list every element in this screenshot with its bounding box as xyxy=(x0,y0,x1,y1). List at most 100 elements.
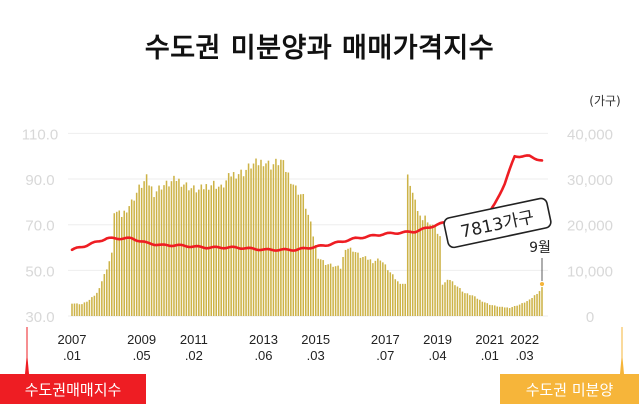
unsold-bar xyxy=(444,282,446,316)
unsold-bar xyxy=(205,184,208,316)
unsold-bar xyxy=(513,305,516,316)
unsold-bar xyxy=(332,266,334,316)
unsold-bar xyxy=(486,303,489,316)
unsold-bar xyxy=(464,293,466,316)
unsold-bar xyxy=(411,192,414,316)
x-tick-month: .01 xyxy=(63,348,81,363)
unsold-bar xyxy=(526,301,528,316)
unsold-bar xyxy=(419,215,421,316)
left-axis-tick-label: 70.0 xyxy=(25,218,54,235)
unsold-bar xyxy=(424,215,426,316)
unsold-bar xyxy=(389,272,392,316)
unsold-bar xyxy=(456,286,459,316)
unsold-bar xyxy=(81,304,83,316)
unsold-bar xyxy=(466,293,469,316)
unsold-bar xyxy=(215,188,217,316)
unsold-bar xyxy=(382,262,384,316)
unsold-bar xyxy=(431,224,434,316)
unsold-bar xyxy=(128,206,130,316)
x-tick-year: 2021 xyxy=(475,332,504,347)
unsold-bar xyxy=(491,305,494,316)
unsold-bar xyxy=(392,274,394,316)
left-axis-ticks: 110.0 90.0 70.0 50.0 30.0 xyxy=(22,126,58,326)
unsold-bar xyxy=(200,184,203,316)
unsold-bar xyxy=(285,171,287,316)
unsold-bar xyxy=(208,189,210,316)
unsold-bar xyxy=(374,260,377,316)
unsold-bar xyxy=(521,303,523,316)
unsold-bar xyxy=(183,184,185,316)
unsold-bar xyxy=(528,299,531,316)
unsold-bar xyxy=(319,259,322,316)
left-axis-tick-label: 110.0 xyxy=(22,126,58,143)
unsold-bar xyxy=(125,212,128,316)
unsold-bar xyxy=(372,263,374,316)
unsold-bar xyxy=(287,172,290,316)
unsold-bar xyxy=(501,306,503,316)
unsold-bar xyxy=(454,285,456,316)
unsold-bar xyxy=(188,190,190,316)
unsold-bar xyxy=(145,174,148,316)
unsold-bar xyxy=(280,159,282,316)
unsold-bar xyxy=(193,185,195,316)
unsold-bar xyxy=(404,283,406,316)
unsold-bar xyxy=(426,222,429,316)
unsold-bar xyxy=(476,298,479,316)
right-axis-ticks: 40,000 30,000 20,000 10,000 0 xyxy=(567,126,613,326)
x-tick-month: .01 xyxy=(481,348,499,363)
unsold-bar xyxy=(212,180,215,316)
unsold-bar xyxy=(352,251,354,316)
unsold-bar xyxy=(469,295,471,316)
x-tick-year: 2011 xyxy=(180,332,208,347)
unsold-bar xyxy=(536,293,538,316)
unsold-bar xyxy=(498,306,501,316)
unsold-bar xyxy=(160,189,163,316)
callout-box: 7813가구 xyxy=(443,197,552,249)
unsold-bar xyxy=(461,291,464,316)
unsold-bar xyxy=(111,252,113,316)
x-axis-ticks: 2007.012009.052011.022013.062015.032017.… xyxy=(58,332,540,363)
unsold-bar xyxy=(245,169,247,316)
unsold-bar xyxy=(347,248,349,316)
unsold-bar xyxy=(78,304,81,316)
unsold-bar xyxy=(115,211,118,316)
unsold-bar xyxy=(120,216,123,316)
unsold-bar xyxy=(541,283,543,316)
unsold-bar xyxy=(364,256,367,316)
last-month-marker xyxy=(538,280,546,288)
unsold-bar xyxy=(240,169,242,316)
unsold-bar xyxy=(503,307,506,316)
unsold-bar xyxy=(300,194,302,316)
x-tick-month: .06 xyxy=(254,348,272,363)
x-tick-month: .03 xyxy=(516,348,534,363)
unsold-bar xyxy=(148,185,150,316)
unsold-bar xyxy=(96,292,98,316)
unsold-bar xyxy=(168,186,170,316)
unsold-bar xyxy=(138,184,140,316)
unsold-bar xyxy=(165,180,168,316)
unsold-bar xyxy=(143,181,145,316)
unsold-bar xyxy=(101,281,103,316)
x-tick-year: 2015 xyxy=(301,332,330,347)
unsold-bar xyxy=(339,268,342,316)
unsold-bar xyxy=(282,160,285,316)
unsold-bar xyxy=(344,249,347,316)
unsold-bar xyxy=(88,299,91,316)
x-tick-year: 2009 xyxy=(127,332,156,347)
last-month-label: 9월 xyxy=(529,240,551,256)
unsold-bar xyxy=(362,257,364,316)
legend-unsold: 수도권 미분양 xyxy=(500,374,639,404)
unsold-bar xyxy=(260,159,262,316)
unsold-bar xyxy=(76,303,78,316)
unsold-bar xyxy=(265,163,267,316)
unsold-bar xyxy=(337,265,339,316)
x-tick-year: 2017 xyxy=(371,332,400,347)
unsold-bar xyxy=(322,260,324,316)
unsold-bar xyxy=(329,263,332,316)
x-tick-year: 2013 xyxy=(249,332,278,347)
unsold-bar xyxy=(409,185,411,316)
unsold-bar xyxy=(471,295,474,316)
unsold-bar xyxy=(270,169,272,316)
x-tick-month: .05 xyxy=(133,348,151,363)
